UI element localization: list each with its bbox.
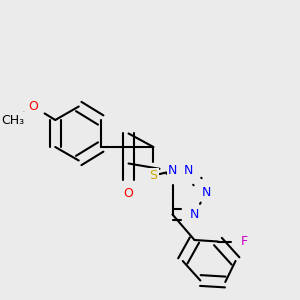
Text: N: N (202, 185, 211, 199)
Text: N: N (168, 164, 177, 178)
Text: S: S (149, 169, 158, 182)
Text: O: O (124, 187, 134, 200)
Text: F: F (241, 235, 248, 248)
Text: CH₃: CH₃ (1, 113, 24, 127)
Text: N: N (190, 208, 199, 221)
Text: O: O (28, 100, 38, 113)
Text: N: N (184, 164, 193, 178)
